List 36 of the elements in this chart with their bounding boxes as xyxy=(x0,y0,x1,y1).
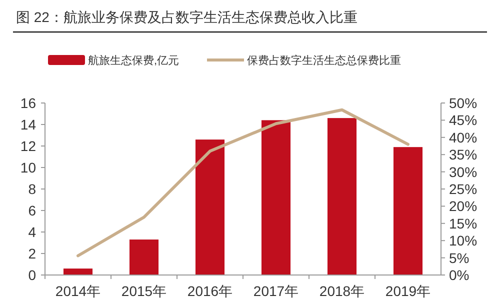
x-tick-label: 2014年 xyxy=(55,283,101,299)
line-series xyxy=(76,108,410,258)
y2-tick-label: 50% xyxy=(449,95,478,111)
x-tick-label: 2018年 xyxy=(319,283,365,299)
y2-tick-label: 5% xyxy=(449,250,470,266)
bar xyxy=(195,140,225,275)
x-tick-label: 2016年 xyxy=(187,283,233,299)
y-tick-label: 12 xyxy=(20,138,36,154)
x-tick-label: 2019年 xyxy=(385,283,431,299)
y-tick-label: 10 xyxy=(20,160,36,176)
y-tick-label: 0 xyxy=(28,267,36,283)
y2-tick-label: 15% xyxy=(449,215,478,232)
y-tick-label: 14 xyxy=(20,116,36,132)
y-tick-label: 16 xyxy=(20,95,36,111)
bar xyxy=(129,240,159,275)
y2-tick-label: 20% xyxy=(449,198,478,214)
y2-tick-label: 40% xyxy=(449,129,478,146)
chart-title: 图 22：航旅业务保费及占数字生活生态保费总收入比重 xyxy=(16,9,358,25)
y-tick-label: 6 xyxy=(28,202,36,218)
y-tick-label: 2 xyxy=(28,246,36,262)
x-tick-label: 2017年 xyxy=(253,283,299,299)
y-tick-label: 4 xyxy=(28,224,36,240)
x-tick-label: 2015年 xyxy=(121,283,167,299)
bar xyxy=(327,118,357,275)
y2-tick-label: 0% xyxy=(449,267,470,283)
y2-tick-label: 10% xyxy=(449,232,478,249)
y-tick-label: 8 xyxy=(28,181,36,197)
legend-label: 保费占数字生活生态总保费比重 xyxy=(247,54,401,67)
bar xyxy=(261,120,291,275)
y2-tick-label: 25% xyxy=(449,181,478,197)
bar xyxy=(393,147,423,275)
y2-tick-label: 35% xyxy=(449,146,478,163)
bar xyxy=(63,268,93,275)
y2-tick-label: 30% xyxy=(449,164,478,180)
y2-tick-label: 45% xyxy=(449,112,478,128)
legend-label: 航旅生态保费,亿元 xyxy=(88,54,180,67)
